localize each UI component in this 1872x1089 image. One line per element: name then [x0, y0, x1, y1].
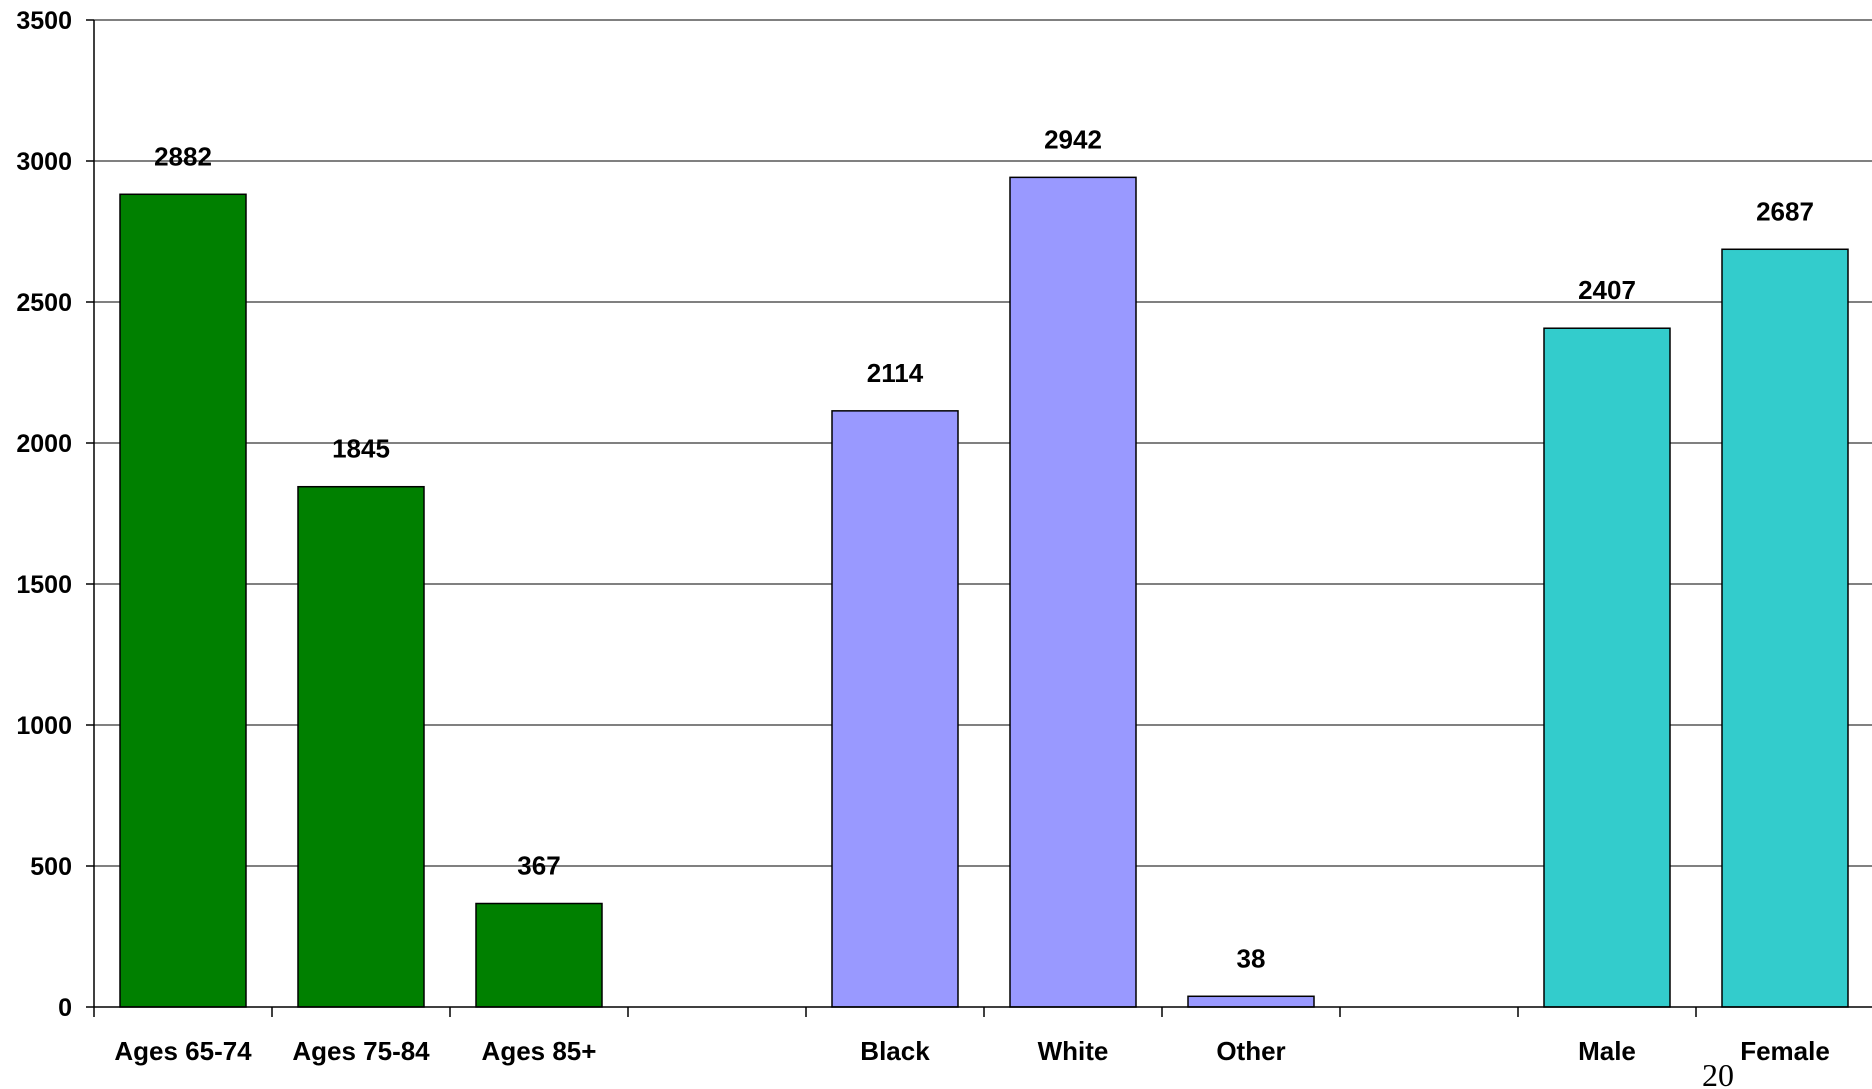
category-labels: Ages 65-74 Ages 75-84 Ages 85+ Black White Ot…: [114, 1036, 1829, 1066]
data-label: 2114: [867, 358, 924, 388]
bar: [831, 410, 959, 1008]
category-label: Ages 75-84: [292, 1036, 430, 1066]
data-label: 367: [517, 851, 560, 881]
y-tick-label: 500: [30, 853, 72, 881]
y-tick-label: 2000: [16, 430, 72, 458]
data-label: 38: [1237, 943, 1266, 973]
category-label: Female: [1740, 1036, 1830, 1066]
y-tick-label: 1000: [16, 712, 72, 740]
category-label: Ages 85+: [482, 1036, 597, 1066]
y-tick-label: 3500: [16, 7, 72, 35]
bar: [1543, 327, 1671, 1008]
data-label: 2687: [1756, 196, 1814, 226]
category-label: Other: [1216, 1036, 1285, 1066]
data-labels: 2882 1845 367 2114 2942 38 2407 2687: [154, 124, 1814, 973]
data-label: 2882: [154, 141, 212, 171]
bar: [1187, 995, 1315, 1008]
y-tick-label: 2500: [16, 289, 72, 317]
bar: [475, 902, 603, 1008]
page-number: 20: [1702, 1057, 1734, 1089]
bar: [297, 485, 425, 1008]
category-label: Black: [860, 1036, 930, 1066]
data-label: 2942: [1044, 124, 1102, 154]
data-label: 1845: [332, 434, 390, 464]
category-label: Male: [1578, 1036, 1636, 1066]
y-tick-labels: 0 500 1000 1500 2000 2500 3000 3500: [16, 7, 72, 1022]
axes: [86, 19, 1872, 1017]
category-label: White: [1038, 1036, 1109, 1066]
bars: [119, 176, 1849, 1008]
category-label: Ages 65-74: [114, 1036, 252, 1066]
y-tick-label: 1500: [16, 571, 72, 599]
data-label: 2407: [1578, 275, 1636, 305]
bar: [119, 193, 247, 1008]
bar: [1721, 248, 1849, 1008]
y-tick-label: 3000: [16, 148, 72, 176]
y-tick-label: 0: [58, 994, 72, 1022]
bar: [1009, 176, 1137, 1008]
